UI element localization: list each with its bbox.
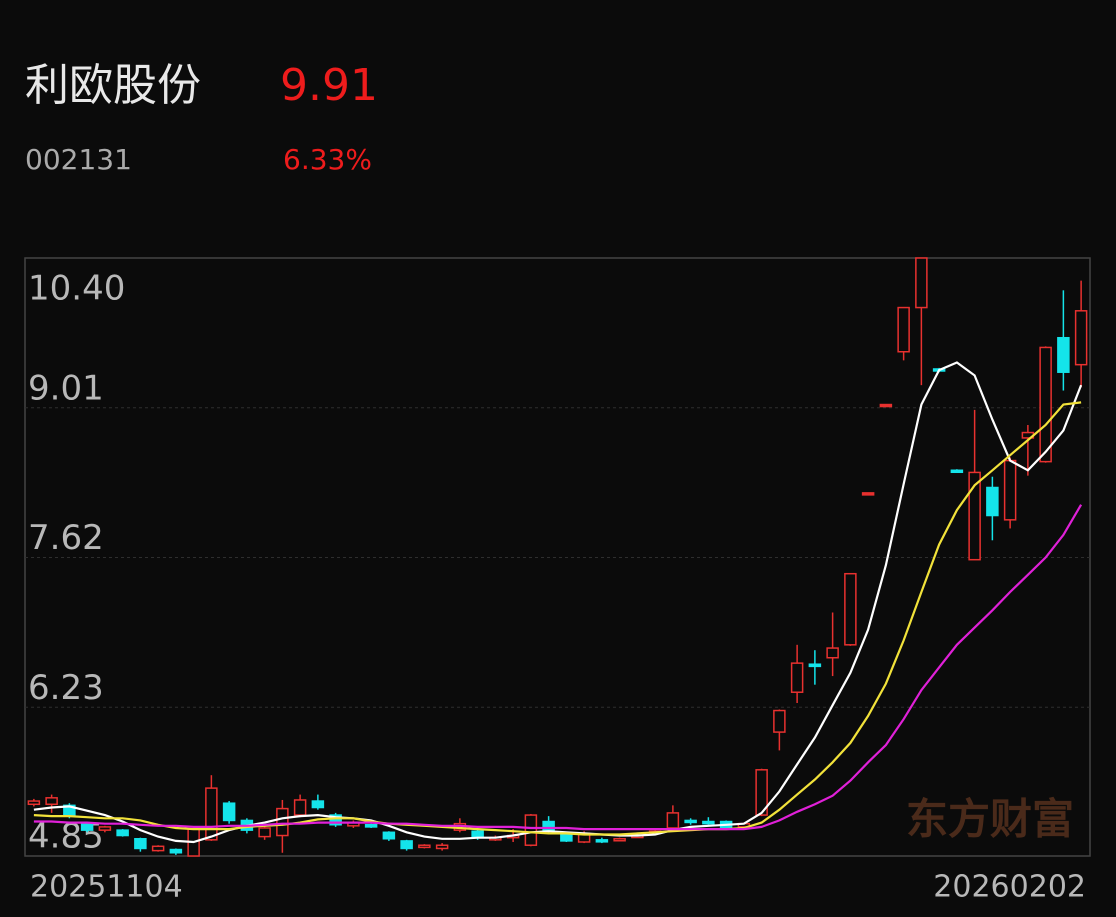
candle-body (311, 800, 325, 809)
candle-body (1003, 459, 1017, 521)
candle-body (329, 814, 342, 826)
candle-body (524, 814, 538, 846)
candle-body (169, 848, 183, 854)
candle-body (45, 797, 58, 806)
moving-average-line (33, 401, 1082, 836)
x-tick-label: 20260202 (933, 870, 1086, 905)
plot-frame (24, 257, 1091, 857)
candle-body (134, 838, 147, 850)
candle-body (80, 822, 94, 831)
candle-body (861, 492, 875, 496)
candle-body (205, 787, 218, 841)
candle-body (826, 647, 839, 659)
candle-body (1057, 336, 1070, 373)
y-tick-label: 9.01 (28, 368, 104, 408)
candle-body (1039, 346, 1052, 463)
candle-body (151, 845, 165, 852)
candle-body (773, 709, 786, 733)
candle-body (418, 844, 431, 849)
moving-average-line (33, 504, 1083, 831)
candle-body (595, 839, 609, 843)
stock-price: 9.91 (280, 60, 378, 111)
candle-body (790, 662, 804, 693)
candle-body (560, 833, 573, 842)
candle-body (276, 807, 289, 837)
stock-code: 002131 (25, 143, 132, 176)
candle-body (968, 471, 981, 561)
candle-body (879, 403, 893, 408)
candle-body (293, 799, 307, 816)
candle-body (986, 486, 999, 517)
candle-body (808, 663, 822, 668)
candle-body (400, 840, 413, 850)
candle-body (702, 820, 715, 825)
candle-body (258, 827, 271, 838)
candle-body (27, 800, 41, 806)
candle-body (435, 844, 449, 850)
candle-body (382, 831, 396, 840)
watermark: 东方财富 (906, 795, 1074, 844)
candle-body (364, 824, 378, 828)
candle-body (950, 469, 964, 474)
y-tick-label: 10.40 (28, 269, 125, 309)
candle-body (666, 812, 680, 829)
y-tick-label: 7.62 (28, 518, 104, 558)
candle-body (684, 819, 697, 824)
y-tick-label: 6.23 (28, 668, 104, 708)
stock-name: 利欧股份 (25, 60, 201, 111)
candle-body (1074, 310, 1088, 366)
stock-change: 6.33% (283, 143, 372, 176)
candle-body (897, 306, 910, 353)
candle-body (613, 838, 626, 842)
candle-body (844, 572, 857, 646)
moving-average-line (33, 361, 1083, 844)
candle-body (98, 826, 112, 831)
candle-body (915, 257, 928, 309)
candle-body (542, 820, 555, 832)
candle-body (116, 829, 129, 837)
x-tick-label: 20251104 (30, 870, 183, 905)
candle-body (755, 769, 768, 816)
candle-body (222, 802, 236, 822)
